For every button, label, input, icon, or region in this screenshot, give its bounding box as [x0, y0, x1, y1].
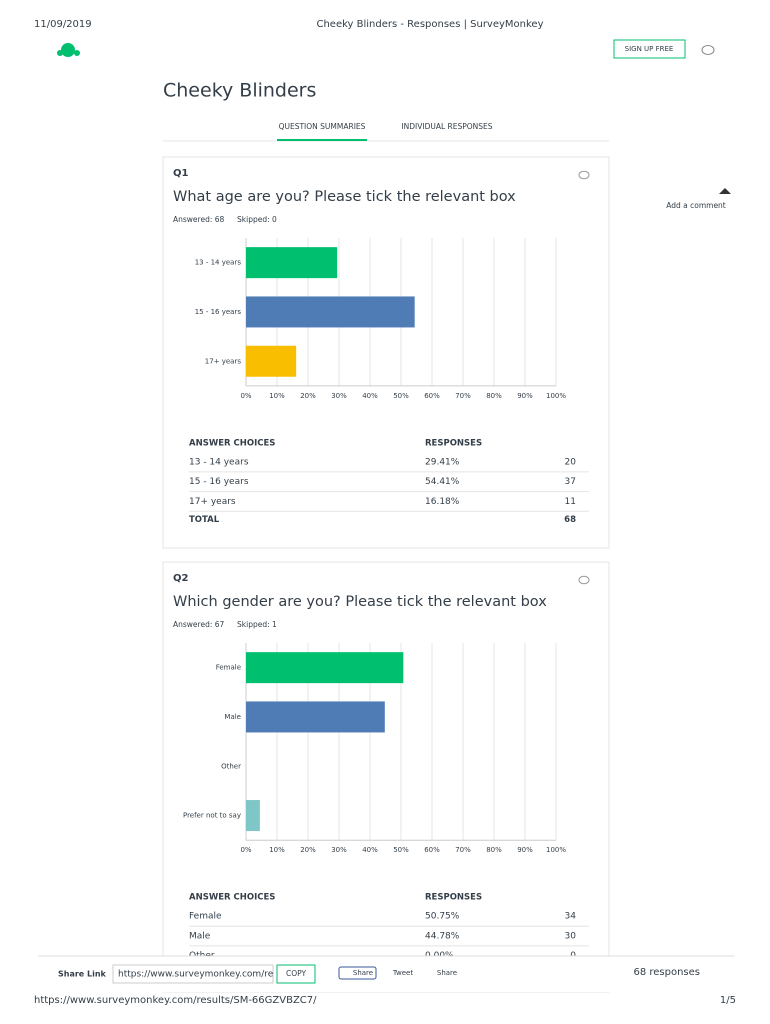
answered: Answered: 67 [173, 620, 225, 629]
x-tick-label: 20% [300, 846, 316, 854]
y-tick-label: Male [224, 713, 241, 721]
x-tick-label: 60% [424, 846, 440, 854]
x-tick-label: 50% [393, 392, 409, 400]
choice: 13 - 14 years [189, 457, 249, 467]
print-url: https://www.surveymonkey.com/results/SM-… [34, 995, 317, 1006]
share-button[interactable]: Share [437, 969, 457, 977]
copy-button[interactable] [276, 964, 316, 984]
bar [246, 701, 385, 733]
question-text: Which gender are you? Please tick the re… [173, 594, 547, 610]
table-header: RESPONSES [425, 438, 482, 448]
share-label: Share Link [58, 970, 107, 979]
signup-label[interactable]: SIGN UP FREE [625, 45, 674, 53]
x-tick-label: 70% [455, 392, 471, 400]
share-url-box[interactable] [112, 964, 274, 984]
add-comment[interactable]: Add a comment [666, 201, 726, 210]
share-text[interactable]: Share [353, 969, 373, 977]
print-date: 11/09/2019 [34, 19, 92, 30]
percent: 54.41% [425, 477, 460, 487]
y-tick-label: 15 - 16 years [195, 308, 242, 316]
share-url[interactable]: https://www.surveymonkey.com/re [118, 970, 274, 980]
x-tick-label: 80% [486, 392, 502, 400]
question-card [162, 561, 610, 993]
bar [246, 296, 415, 328]
print-title: Cheeky Blinders - Responses | SurveyMonk… [316, 19, 543, 30]
comment-icon[interactable] [701, 45, 715, 55]
signup-button[interactable] [613, 39, 686, 59]
print-page: 1/5 [720, 995, 736, 1006]
skipped: Skipped: 0 [237, 215, 277, 224]
x-tick-label: 60% [424, 392, 440, 400]
percent: 29.41% [425, 457, 460, 467]
x-tick-label: 0% [240, 846, 251, 854]
tab[interactable]: QUESTION SUMMARIES [279, 122, 366, 131]
count: 20 [565, 457, 577, 467]
table-header: RESPONSES [425, 893, 482, 903]
count: 11 [565, 497, 576, 507]
x-tick-label: 80% [486, 846, 502, 854]
comment-icon[interactable] [578, 575, 590, 585]
tab[interactable]: INDIVIDUAL RESPONSES [401, 122, 492, 131]
choice: 17+ years [189, 497, 236, 507]
x-tick-label: 30% [331, 392, 347, 400]
total-label: TOTAL [189, 515, 220, 525]
x-tick-label: 40% [362, 846, 378, 854]
question-card [162, 156, 610, 549]
x-tick-label: 10% [269, 392, 285, 400]
x-tick-label: 20% [300, 392, 316, 400]
total-count: 68 [564, 515, 576, 525]
x-tick-label: 90% [517, 846, 533, 854]
bar [246, 800, 260, 832]
y-tick-label: Prefer not to say [183, 812, 241, 820]
percent: 50.75% [425, 912, 460, 922]
x-tick-label: 90% [517, 392, 533, 400]
x-tick-label: 70% [455, 846, 471, 854]
bar [246, 247, 338, 279]
x-tick-label: 40% [362, 392, 378, 400]
copy-label[interactable]: COPY [286, 969, 306, 978]
question-number: Q1 [173, 168, 189, 179]
survey-title: Cheeky Blinders [163, 80, 316, 102]
percent: 44.78% [425, 931, 460, 941]
y-tick-label: Female [216, 664, 241, 672]
x-tick-label: 100% [546, 392, 566, 400]
choice: Male [189, 931, 211, 941]
skipped: Skipped: 1 [237, 620, 277, 629]
y-tick-label: Other [221, 762, 241, 770]
x-tick-label: 10% [269, 846, 285, 854]
choice: 15 - 16 years [189, 477, 249, 487]
tweet-button[interactable]: Tweet [392, 969, 413, 977]
percent: 16.18% [425, 497, 460, 507]
x-tick-label: 0% [240, 392, 251, 400]
count: 37 [565, 477, 576, 487]
x-tick-label: 100% [546, 846, 566, 854]
count: 30 [565, 931, 577, 941]
response-count: 68 responses [633, 967, 700, 978]
count: 34 [565, 912, 577, 922]
answered: Answered: 68 [173, 215, 225, 224]
table-header: ANSWER CHOICES [189, 438, 275, 448]
choice: Female [189, 912, 222, 922]
question-text: What age are you? Please tick the releva… [173, 189, 516, 205]
y-tick-label: 17+ years [205, 357, 242, 365]
bar [246, 345, 297, 377]
question-number: Q2 [173, 573, 189, 584]
x-tick-label: 30% [331, 846, 347, 854]
comment-icon[interactable] [578, 170, 590, 180]
table-header: ANSWER CHOICES [189, 893, 275, 903]
share-button[interactable] [338, 966, 377, 980]
x-tick-label: 50% [393, 846, 409, 854]
collapse-arrow[interactable] [719, 188, 731, 194]
bar [246, 652, 404, 684]
logo[interactable] [57, 43, 80, 57]
y-tick-label: 13 - 14 years [195, 259, 242, 267]
